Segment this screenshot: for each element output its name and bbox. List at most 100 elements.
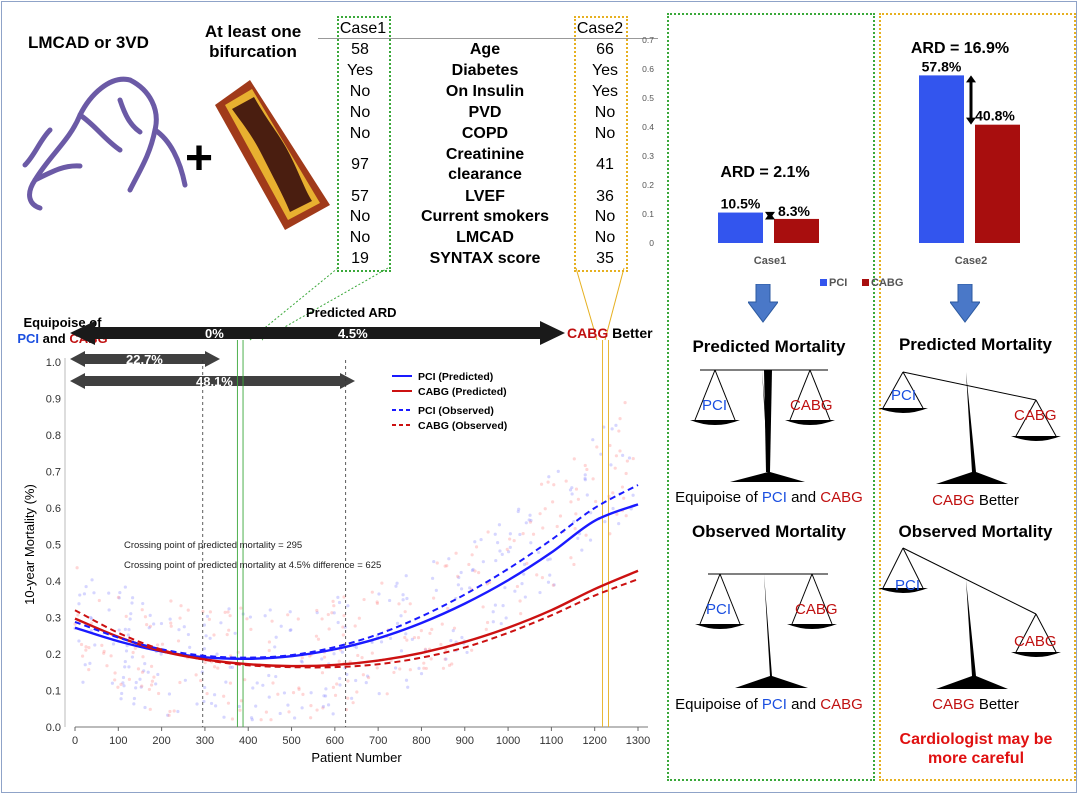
scatter-point — [377, 692, 381, 696]
scatter-point — [569, 500, 573, 504]
scatter-point — [212, 633, 216, 637]
ard-arrow-head-down — [765, 211, 775, 219]
scatter-point — [493, 532, 497, 536]
scatter-point — [102, 649, 106, 653]
scatter-point — [201, 609, 205, 614]
scatter-point — [155, 643, 160, 647]
scatter-point — [268, 608, 272, 612]
scatter-point — [611, 491, 615, 495]
scatter-point — [121, 675, 126, 680]
scatter-point — [583, 478, 587, 482]
scatter-point — [226, 701, 231, 705]
scatter-point — [399, 614, 403, 618]
case1-insulin: No — [349, 83, 371, 100]
case2-copd: No — [594, 125, 616, 142]
scatter-point — [222, 694, 226, 698]
case2-pred-cabg: CABG — [1014, 407, 1057, 424]
scatter-point — [403, 635, 407, 640]
scatter-point — [459, 570, 463, 575]
scatter-point — [360, 655, 364, 660]
case1-pred-verdict-prefix: Equipoise of — [675, 489, 758, 506]
scatter-point — [309, 716, 313, 720]
scatter-point — [332, 652, 336, 656]
scatter-point — [576, 536, 580, 540]
scatter-point — [267, 695, 271, 699]
scatter-point — [447, 557, 451, 561]
bar-y-tick-label: 0 — [649, 238, 654, 248]
scatter-point — [89, 615, 93, 620]
scatter-point — [122, 684, 126, 688]
case2-obs-verdict-better: Better — [978, 696, 1019, 713]
scatter-point — [392, 670, 396, 675]
scatter-point — [397, 602, 401, 606]
scatter-point — [296, 617, 300, 621]
case1-pred-verdict-cabg: CABG — [820, 489, 863, 506]
scatter-point — [82, 592, 87, 596]
scatter-point — [523, 595, 527, 599]
scatter-point — [398, 667, 402, 671]
bar-pci-case2 — [919, 75, 964, 243]
scatter-point — [92, 591, 96, 595]
scatter-point — [417, 666, 421, 670]
scatter-point — [177, 628, 181, 632]
scatter-point — [522, 562, 527, 567]
bar-value-label: 40.8% — [975, 108, 1015, 124]
scatter-point — [327, 627, 331, 631]
bar-legend-label: CABG — [871, 277, 903, 289]
case2-pred-verdict-better: Better — [978, 492, 1019, 509]
scatter-point — [467, 562, 471, 567]
scatter-point — [136, 667, 141, 671]
scatter-point — [385, 692, 389, 696]
scatter-point — [321, 704, 326, 709]
scatter-point — [264, 710, 268, 714]
case1-obs-verdict-cabg: CABG — [820, 696, 863, 713]
scatter-point — [309, 704, 313, 708]
ard-arrow-head-up — [966, 75, 976, 83]
x-tick-label: 300 — [196, 735, 214, 747]
scatter-point — [552, 483, 556, 487]
scatter-point — [194, 673, 198, 677]
scatter-point — [141, 655, 145, 659]
scatter-point — [273, 645, 277, 649]
scatter-point — [337, 659, 341, 663]
cardiologist-note: Cardiologist may be more careful — [899, 731, 1053, 767]
scatter-point — [172, 709, 176, 713]
scatter-point — [583, 463, 587, 468]
scatter-point — [330, 611, 334, 615]
x-tick-label: 400 — [239, 735, 257, 747]
scatter-point — [547, 475, 551, 479]
y-tick-label: 1.0 — [46, 357, 61, 369]
scatter-point — [270, 619, 274, 623]
x-tick-label: 200 — [152, 735, 170, 747]
bar-legend-swatch — [820, 279, 827, 286]
scatter-point — [267, 640, 271, 644]
case1-syntax: 19 — [351, 250, 369, 267]
scatter-point — [212, 693, 217, 697]
scatter-point — [570, 492, 574, 496]
scatter-point — [346, 604, 350, 608]
scatter-point — [341, 625, 345, 629]
scatter-points — [73, 401, 635, 722]
scatter-point — [89, 621, 94, 625]
table-header-rule — [318, 38, 658, 39]
scatter-point — [611, 506, 615, 511]
x-tick-label: 0 — [72, 735, 78, 747]
case1-predicted-title: Predicted Mortality — [692, 337, 846, 356]
ard-arrows — [70, 321, 565, 389]
scatter-point — [202, 647, 207, 651]
scatter-point — [401, 593, 405, 597]
scatter-point — [622, 496, 626, 500]
scatter-point — [113, 678, 117, 682]
bifurcation-label: At least one bifurcation — [204, 22, 302, 61]
scatter-point — [454, 640, 458, 644]
scatter-point — [449, 639, 453, 643]
scatter-point — [440, 622, 444, 626]
scatter-point — [331, 712, 335, 716]
scatter-point — [134, 680, 138, 685]
scatter-point — [341, 633, 345, 637]
scatter-point — [219, 621, 223, 625]
scatter-point — [228, 614, 232, 618]
scatter-point — [443, 657, 447, 661]
scatter-point — [539, 482, 544, 486]
scatter-point — [288, 610, 292, 614]
